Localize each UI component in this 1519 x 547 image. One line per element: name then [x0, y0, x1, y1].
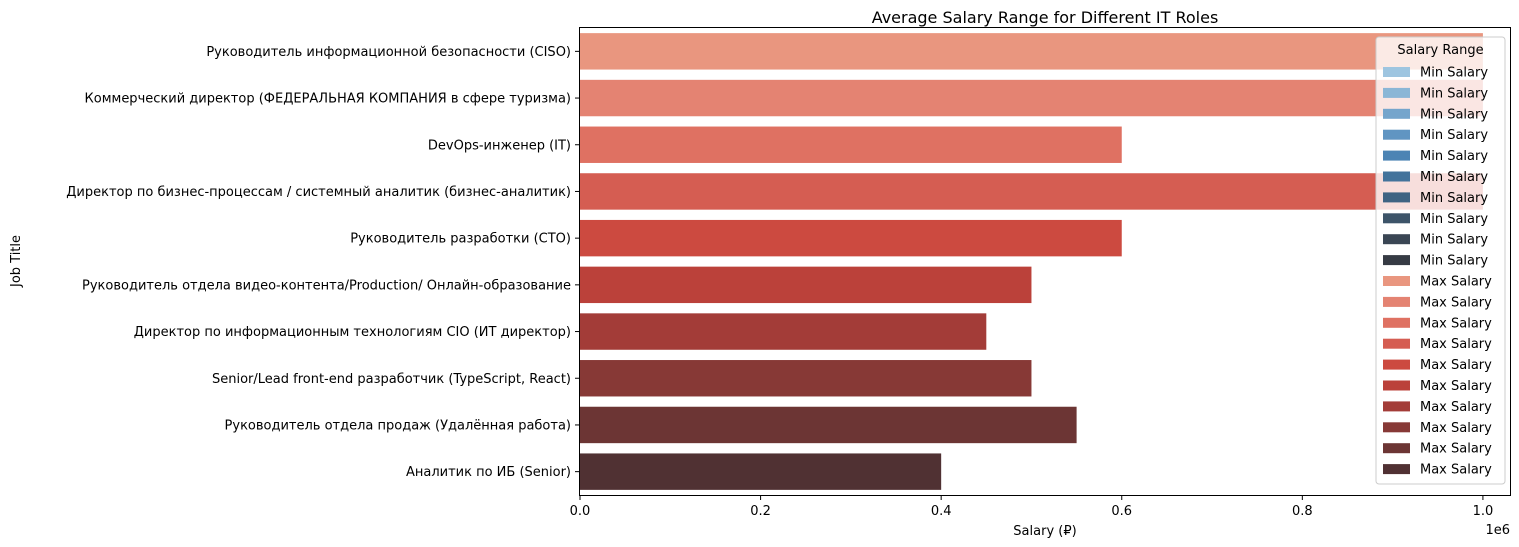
bar-max-salary [580, 266, 1032, 304]
x-tick-label: 1.0 [1473, 504, 1494, 519]
legend-swatch [1383, 129, 1410, 140]
legend-entry-label: Min Salary [1420, 107, 1488, 122]
legend-entry-label: Max Salary [1420, 421, 1492, 436]
legend-swatch [1383, 443, 1410, 454]
x-tick-label: 0.2 [750, 504, 771, 519]
legend-swatch [1383, 150, 1410, 161]
legend-entry-label: Max Salary [1420, 295, 1492, 310]
bar-max-salary [580, 33, 1483, 70]
legend-entry-label: Max Salary [1420, 379, 1492, 394]
x-tick-label: 0.6 [1111, 504, 1132, 519]
y-tick-label: Senior/Lead front-end разработчик (TypeS… [212, 372, 571, 387]
bar-max-salary [580, 79, 1483, 117]
legend-swatch [1383, 234, 1410, 245]
x-tick-label: 0.4 [931, 504, 952, 519]
legend-entry-label: Min Salary [1420, 170, 1488, 185]
legend-swatch [1383, 317, 1410, 328]
legend-swatch [1383, 213, 1410, 224]
legend-entry-label: Min Salary [1420, 191, 1488, 206]
legend: Salary Range Min Salary Min Salary Min Sala… [1375, 36, 1506, 485]
legend-swatch [1383, 359, 1410, 370]
legend-swatch [1383, 87, 1410, 98]
legend-entry-label: Max Salary [1420, 400, 1492, 415]
legend-entry-label: Max Salary [1420, 442, 1492, 457]
legend-entry-label: Min Salary [1420, 86, 1488, 101]
legend-swatch [1383, 401, 1410, 412]
x-axis-offset-label: 1e6 [1485, 523, 1510, 538]
legend-entry-label: Max Salary [1420, 358, 1492, 373]
legend-swatch [1383, 276, 1410, 286]
chart-title: Average Salary Range for Different IT Ro… [872, 8, 1219, 27]
y-tick-label: DevOps-инженер (IT) [428, 138, 571, 153]
legend-entry-label: Max Salary [1420, 463, 1492, 478]
legend-swatch [1383, 255, 1410, 266]
bars-group [580, 33, 1483, 490]
bar-max-salary [580, 313, 987, 350]
legend-title: Salary Range [1397, 43, 1483, 58]
bar-max-salary [580, 126, 1122, 163]
y-tick-label: Коммерческий директор (ФЕДЕРАЛЬНАЯ КОМПА… [85, 92, 571, 107]
x-tick-label: 0.8 [1292, 504, 1313, 519]
y-tick-label: Руководитель отдела продаж (Удалённая ра… [225, 418, 571, 433]
legend-entry-label: Max Salary [1420, 337, 1492, 352]
legend-entry-label: Min Salary [1420, 254, 1488, 269]
bar-max-salary [580, 453, 942, 490]
y-axis-ticks: Руководитель информационной безопасности… [66, 45, 580, 480]
legend-swatch [1383, 380, 1410, 391]
bar-max-salary [580, 406, 1077, 444]
legend-swatch [1383, 192, 1410, 203]
legend-swatch [1383, 67, 1410, 77]
bar-max-salary [580, 219, 1122, 257]
bar-max-salary [580, 173, 1483, 210]
legend-swatch [1383, 108, 1410, 119]
legend-entry-label: Min Salary [1420, 66, 1488, 81]
legend-entry-label: Min Salary [1420, 128, 1488, 143]
legend-swatch [1383, 296, 1410, 307]
plot-frame [579, 27, 1511, 496]
legend-box [1375, 36, 1506, 485]
y-tick-label: Директор по информационным технологиям C… [134, 325, 571, 340]
y-tick-label: Аналитик по ИБ (Senior) [406, 465, 571, 480]
legend-swatch [1383, 338, 1410, 349]
x-axis-label: Salary (₽) [1013, 524, 1076, 539]
bar-max-salary [580, 360, 1032, 397]
y-tick-label: Руководитель информационной безопасности… [206, 45, 571, 60]
x-tick-label: 0.0 [570, 504, 591, 519]
y-axis-label: Job Title [9, 235, 24, 288]
legend-entry-label: Min Salary [1420, 233, 1488, 248]
legend-entry-label: Max Salary [1420, 275, 1492, 290]
legend-entry-label: Min Salary [1420, 212, 1488, 227]
legend-swatch [1383, 422, 1410, 433]
legend-entry-label: Min Salary [1420, 149, 1488, 164]
legend-swatch [1383, 464, 1410, 475]
y-tick-label: Директор по бизнес-процессам / системный… [66, 185, 571, 200]
legend-entry-label: Max Salary [1420, 316, 1492, 331]
y-tick-label: Руководитель отдела видео-контента/Produ… [82, 278, 571, 293]
legend-swatch [1383, 171, 1410, 182]
x-axis-ticks: 0.0 0.2 0.4 0.6 0.8 1.0 [570, 495, 1494, 519]
y-tick-label: Руководитель разработки (CTO) [350, 232, 571, 247]
